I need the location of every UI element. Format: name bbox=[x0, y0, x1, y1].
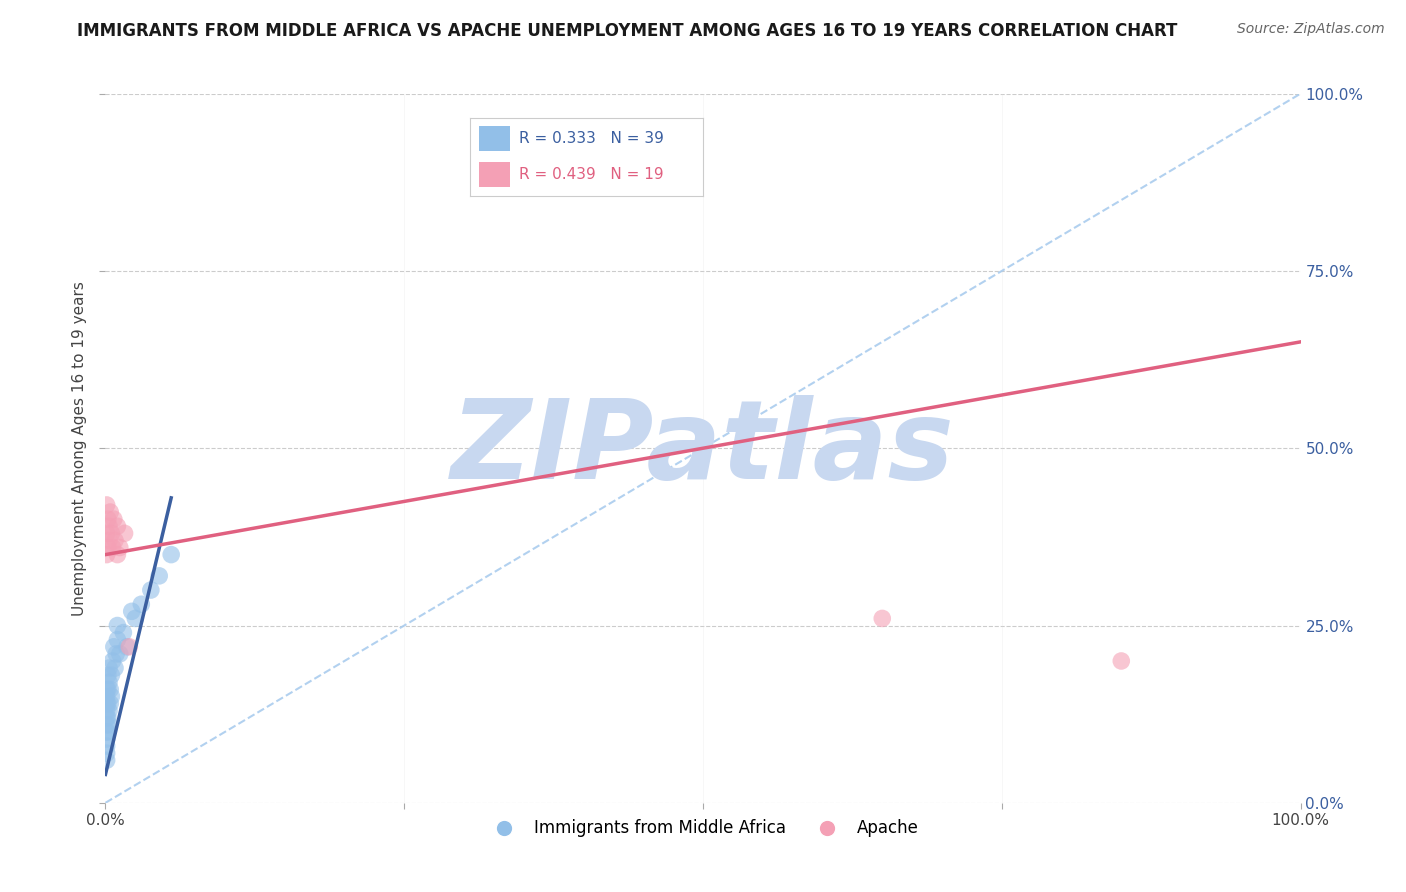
Point bbox=[105, 647, 128, 661]
Point bbox=[108, 541, 131, 555]
Point bbox=[101, 654, 124, 668]
Point bbox=[98, 505, 121, 519]
Point bbox=[96, 704, 118, 718]
Point bbox=[98, 682, 121, 697]
Point bbox=[98, 704, 121, 718]
Point bbox=[96, 548, 118, 562]
Legend: Immigrants from Middle Africa, Apache: Immigrants from Middle Africa, Apache bbox=[481, 813, 925, 844]
Point bbox=[107, 618, 129, 632]
Text: ZIPatlas: ZIPatlas bbox=[451, 395, 955, 501]
Point bbox=[160, 548, 183, 562]
Point bbox=[872, 611, 894, 625]
Point bbox=[98, 533, 121, 548]
Point bbox=[96, 731, 118, 746]
Point bbox=[139, 583, 162, 598]
Point bbox=[97, 682, 120, 697]
Point bbox=[98, 661, 121, 675]
Point bbox=[96, 739, 118, 753]
Point bbox=[1111, 654, 1133, 668]
Point bbox=[100, 668, 122, 682]
Point bbox=[148, 569, 170, 583]
Point bbox=[108, 647, 131, 661]
Point bbox=[96, 718, 118, 732]
Point bbox=[96, 690, 118, 704]
Point bbox=[96, 711, 118, 725]
Point bbox=[103, 640, 125, 654]
Point bbox=[115, 640, 138, 654]
Point bbox=[104, 533, 127, 548]
Point bbox=[97, 512, 120, 526]
Point bbox=[124, 611, 146, 625]
Point bbox=[114, 526, 136, 541]
Point bbox=[98, 519, 121, 533]
Point bbox=[101, 541, 124, 555]
Point bbox=[96, 746, 118, 760]
Point bbox=[118, 640, 141, 654]
Point bbox=[96, 697, 118, 711]
Point bbox=[107, 548, 129, 562]
Point bbox=[96, 682, 118, 697]
Point bbox=[97, 541, 120, 555]
Point bbox=[100, 690, 122, 704]
Point bbox=[96, 526, 118, 541]
Point bbox=[98, 675, 121, 690]
Point bbox=[112, 625, 135, 640]
Point bbox=[97, 697, 120, 711]
Point bbox=[97, 711, 120, 725]
Point bbox=[97, 668, 120, 682]
Point bbox=[97, 724, 120, 739]
Point bbox=[104, 661, 127, 675]
Text: IMMIGRANTS FROM MIDDLE AFRICA VS APACHE UNEMPLOYMENT AMONG AGES 16 TO 19 YEARS C: IMMIGRANTS FROM MIDDLE AFRICA VS APACHE … bbox=[77, 22, 1178, 40]
Point bbox=[98, 697, 121, 711]
Point bbox=[96, 753, 118, 767]
Point bbox=[107, 632, 129, 647]
Point bbox=[96, 724, 118, 739]
Point bbox=[103, 512, 125, 526]
Text: Source: ZipAtlas.com: Source: ZipAtlas.com bbox=[1237, 22, 1385, 37]
Point bbox=[121, 604, 143, 618]
Point bbox=[96, 498, 118, 512]
Point bbox=[98, 718, 121, 732]
Point bbox=[100, 526, 122, 541]
Point bbox=[129, 597, 153, 611]
Point bbox=[107, 519, 129, 533]
Y-axis label: Unemployment Among Ages 16 to 19 years: Unemployment Among Ages 16 to 19 years bbox=[72, 281, 87, 615]
